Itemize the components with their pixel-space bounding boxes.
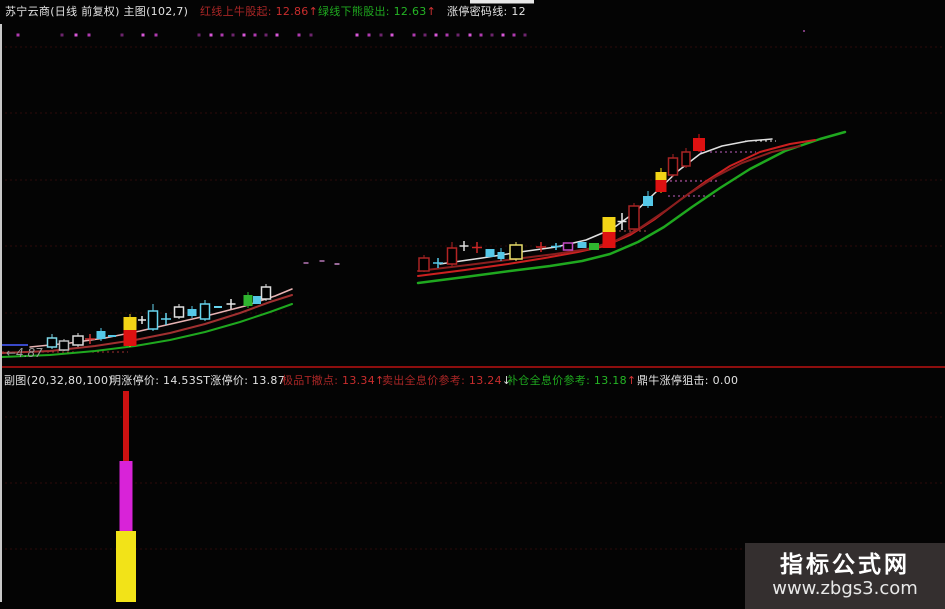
signal-label: 明涨停价: bbox=[110, 374, 160, 387]
signal-green-line-sell: 绿线下熊股出: 12.63↑ bbox=[318, 3, 436, 19]
subchart-signal-5: 鼎牛涨停狙击: 0.00 bbox=[637, 372, 738, 388]
signal-label: 绿线下熊股出: bbox=[318, 5, 390, 18]
subchart-signal-0: 明涨停价: 14.53 bbox=[110, 372, 196, 388]
signal-value: 14.53 bbox=[163, 374, 197, 387]
signal-value: 0.00 bbox=[712, 374, 739, 387]
signal-label: 鼎牛涨停狙击: bbox=[637, 374, 709, 387]
up-arrow-icon: ↑ bbox=[375, 374, 385, 387]
subchart-signal-2: 极品T撤点: 13.34↑ bbox=[282, 372, 385, 388]
signal-label: 卖出全息价参考: bbox=[382, 374, 466, 387]
signal-value: 13.34 bbox=[342, 374, 376, 387]
stock-title: 苏宁云商(日线 前复权) 主图(102,7) bbox=[5, 5, 189, 18]
site-watermark: 指标公式网 www.zbgs3.com bbox=[745, 543, 945, 609]
watermark-site-url: www.zbgs3.com bbox=[772, 577, 918, 599]
signal-limit-password-line: 涨停密码线: 12 bbox=[447, 3, 526, 19]
signal-value: 13.18 bbox=[593, 374, 627, 387]
subchart-name: 副图(20,32,80,100) bbox=[4, 374, 113, 387]
signal-label: 红线上牛股起: bbox=[200, 5, 272, 18]
down-arrow-icon: ↓ bbox=[501, 374, 512, 387]
signal-value: 13.24 bbox=[468, 374, 502, 387]
signal-label: 补仓全息价参考: bbox=[507, 374, 591, 387]
signal-red-line-buy: 红线上牛股起: 12.86↑ bbox=[200, 3, 318, 19]
price-level-label: ←4.87 bbox=[6, 346, 43, 360]
up-arrow-icon: ↑ bbox=[308, 5, 319, 18]
signal-value: 12.86 bbox=[275, 5, 309, 18]
signal-value: 12.63 bbox=[393, 5, 427, 18]
subchart-signal-4: 补仓全息价参考: 13.18↑ bbox=[507, 372, 636, 388]
signal-value: 12 bbox=[511, 5, 526, 18]
main-chart-header: 苏宁云商(日线 前复权) 主图(102,7) 红线上牛股起: 12.86↑ 绿线… bbox=[0, 3, 945, 19]
watermark-site-name: 指标公式网 bbox=[780, 552, 910, 579]
subchart-signal-3: 卖出全息价参考: 13.24↓ bbox=[382, 372, 511, 388]
sub-chart-header: 副图(20,32,80,100) 明涨停价: 14.53 ST涨停价: 13.8… bbox=[0, 372, 945, 388]
signal-value: 13.87 bbox=[252, 374, 286, 387]
signal-label: ST涨停价: bbox=[196, 374, 249, 387]
signal-label: 极品T撤点: bbox=[282, 374, 339, 387]
subchart-signal-1: ST涨停价: 13.87 bbox=[196, 372, 285, 388]
signal-label: 涨停密码线: bbox=[447, 5, 508, 18]
up-arrow-icon: ↑ bbox=[626, 374, 637, 387]
up-arrow-icon: ↑ bbox=[426, 5, 437, 18]
